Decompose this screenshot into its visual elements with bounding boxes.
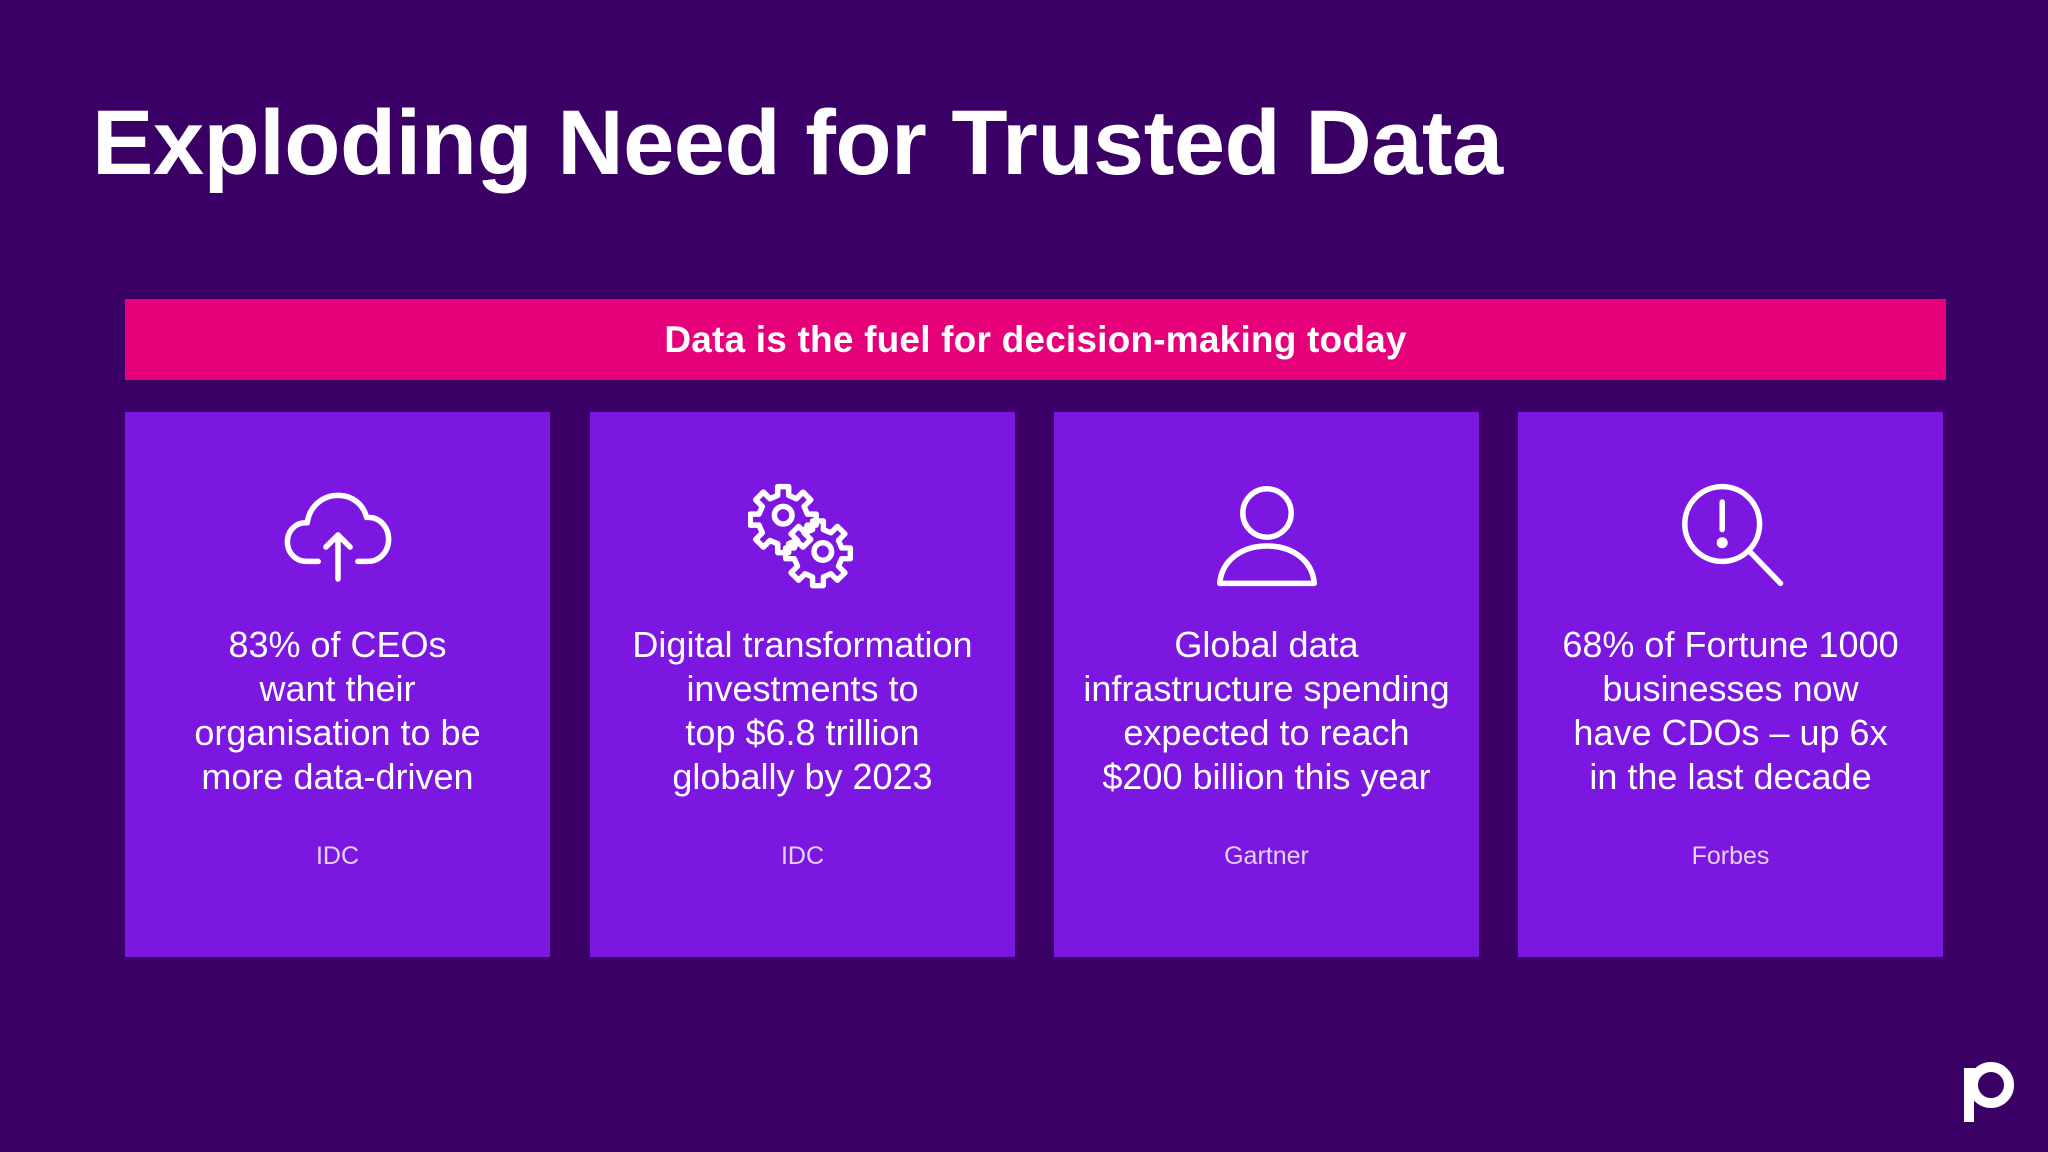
gears-icon: [747, 480, 858, 590]
stat-text: 68% of Fortune 1000 businesses now have …: [1562, 624, 1899, 797]
stat-text: 83% of CEOs want their organisation to b…: [194, 624, 481, 797]
stat-card-infrastructure-spending: Global data infrastructure spending expe…: [1054, 412, 1479, 957]
stat-card-digital-transformation: Digital transformation investments to to…: [590, 412, 1015, 957]
stat-text: Digital transformation investments to to…: [632, 624, 973, 797]
stat-card-cdos: 68% of Fortune 1000 businesses now have …: [1518, 412, 1943, 957]
banner-text: Data is the fuel for decision-making tod…: [664, 318, 1407, 360]
stat-source: Gartner: [1224, 842, 1309, 870]
banner: Data is the fuel for decision-making tod…: [125, 299, 1946, 380]
stat-card-ceos: 83% of CEOs want their organisation to b…: [125, 412, 550, 957]
stat-source: IDC: [315, 842, 360, 870]
stat-source: IDC: [780, 842, 825, 870]
stat-source: Forbes: [1691, 842, 1770, 870]
search-alert-icon: [1676, 480, 1786, 590]
slide-title: Exploding Need for Trusted Data: [92, 92, 1503, 194]
stat-text: Global data infrastructure spending expe…: [1083, 624, 1450, 797]
user-icon: [1212, 480, 1322, 590]
brand-logo-icon: [1962, 1060, 2014, 1122]
cloud-upload-icon: [283, 480, 393, 590]
